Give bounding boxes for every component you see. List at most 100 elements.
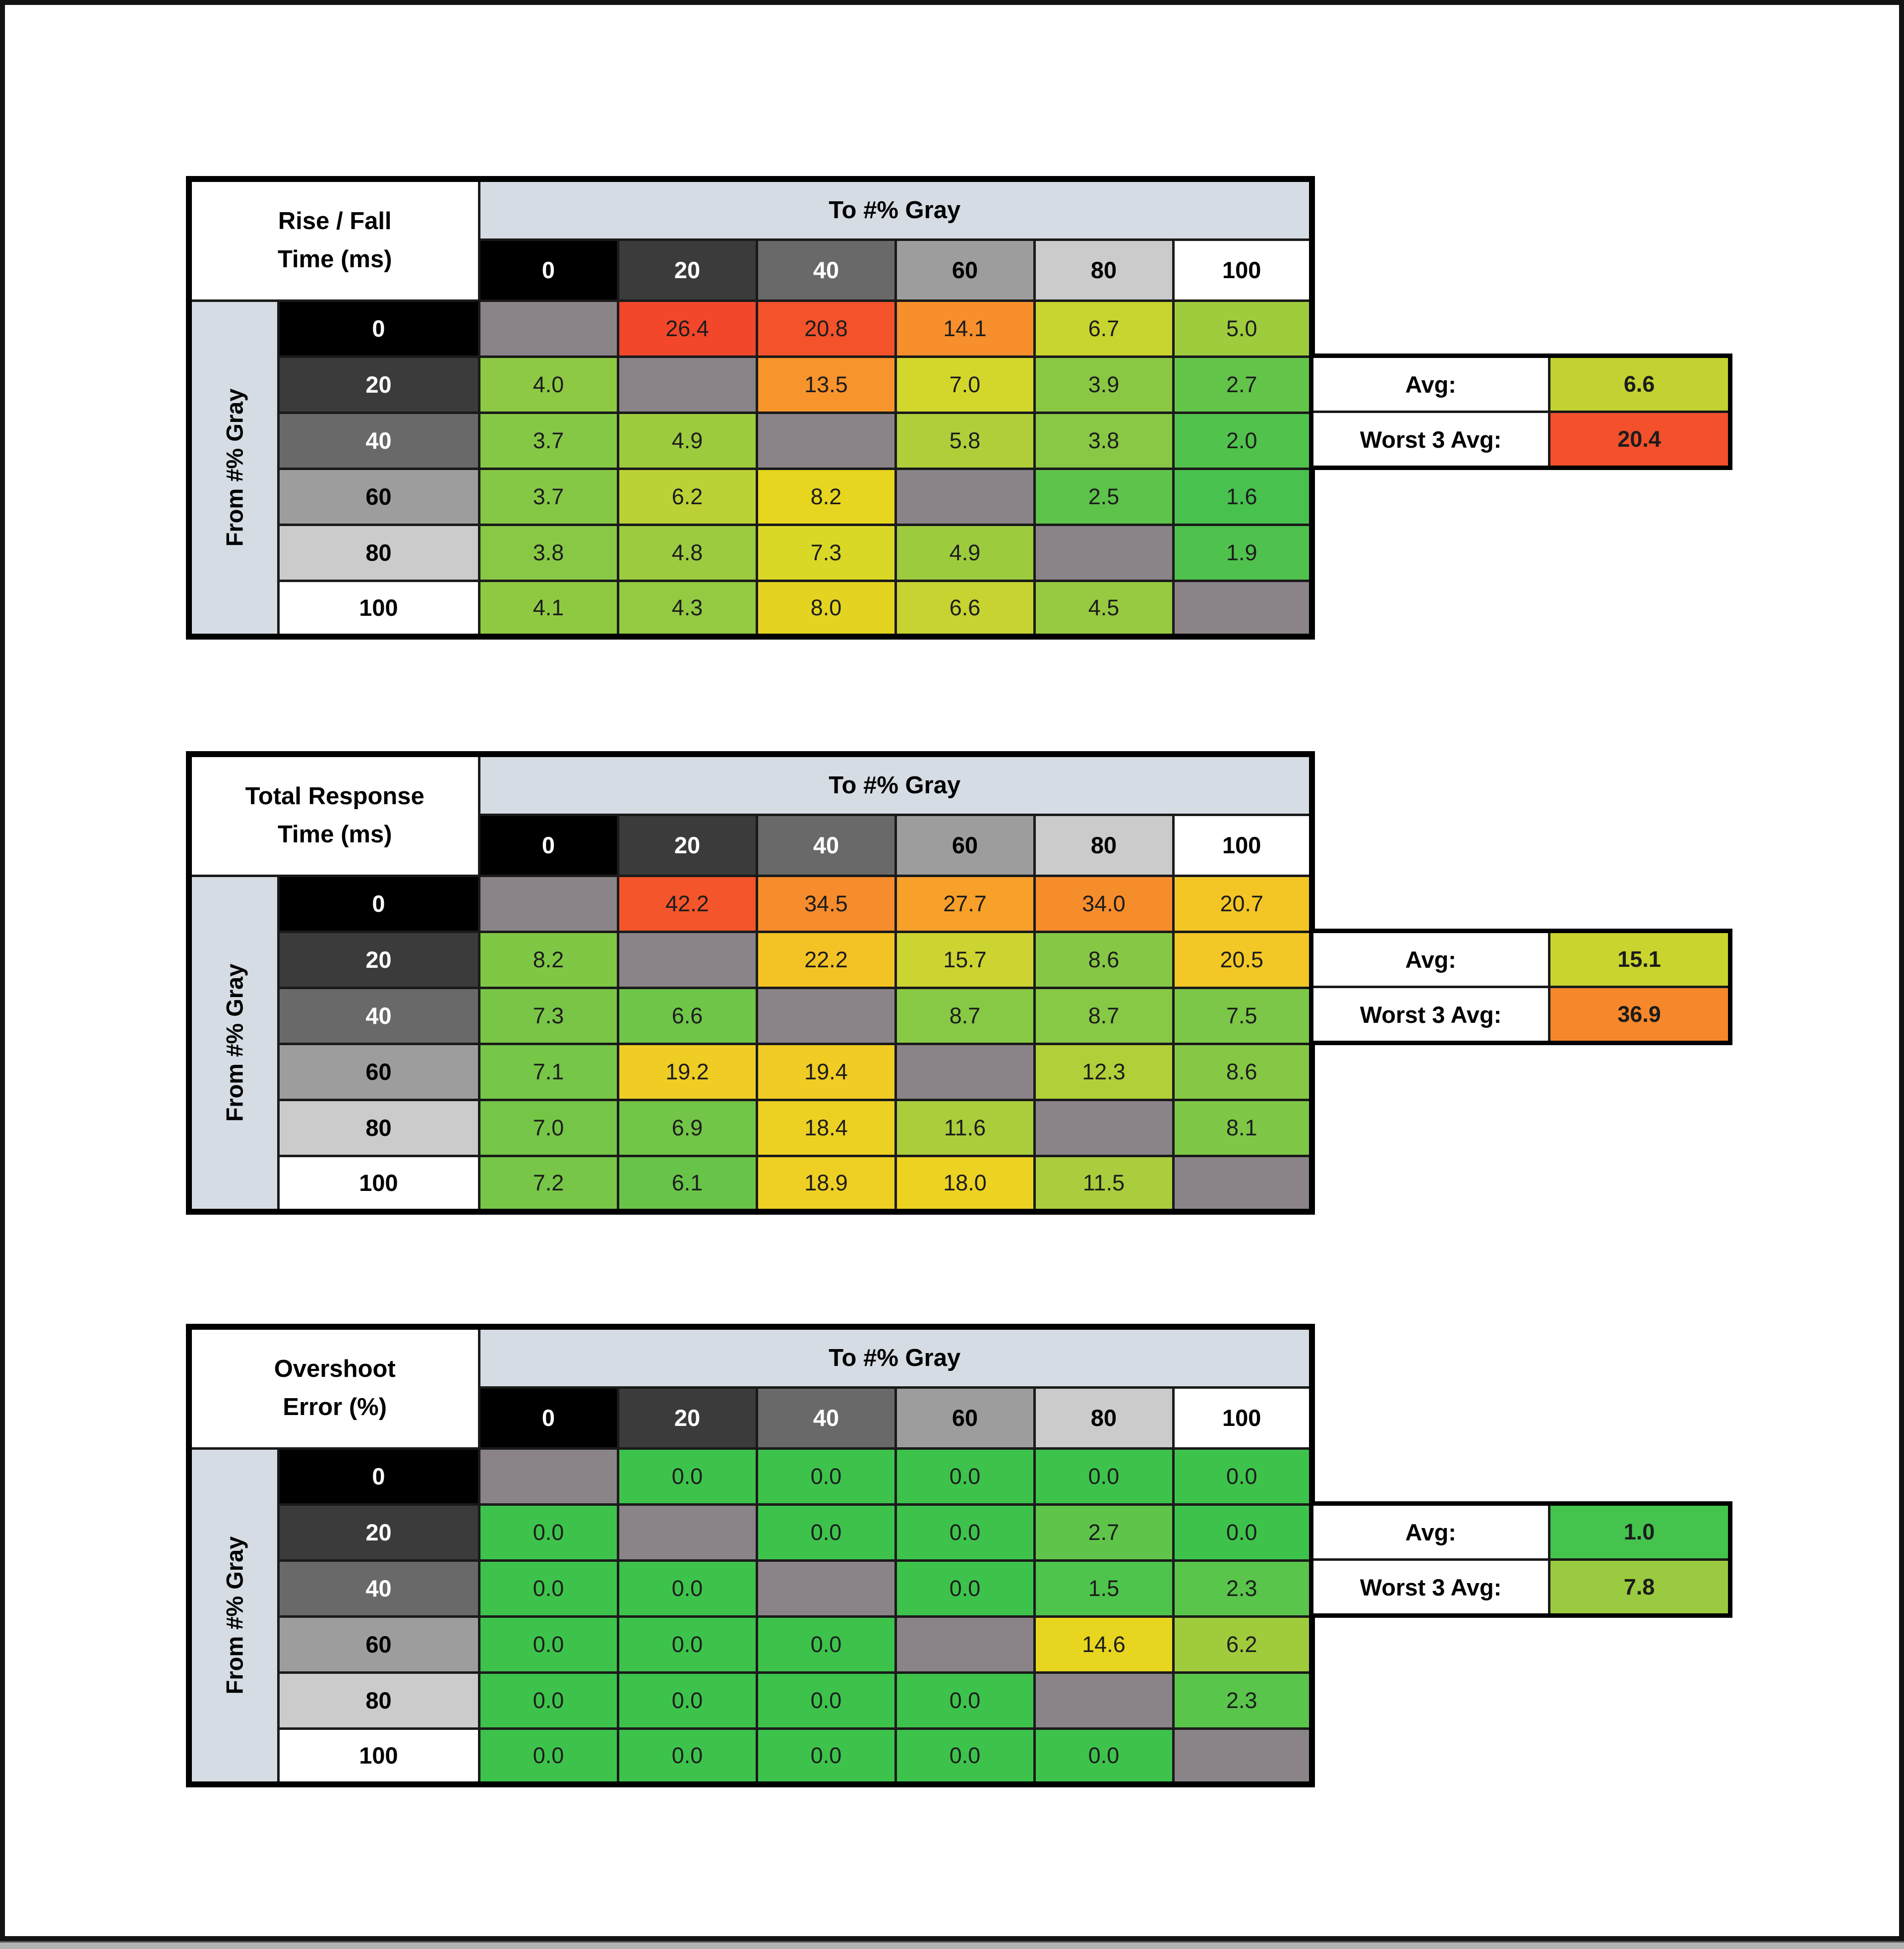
cell-from-80-to-80-diagonal — [1033, 1671, 1175, 1730]
total-response-table: Total Response Time (ms) To #% Gray 0 20 40 60… — [186, 751, 1315, 1215]
cell-from-60-to-100: 6.2 — [1172, 1615, 1313, 1674]
col-header-40: 40 — [755, 1386, 897, 1450]
cell-from-100-to-80: 11.5 — [1033, 1154, 1175, 1213]
col-header-20: 20 — [616, 1386, 758, 1450]
table-title-line: Overshoot — [274, 1356, 396, 1383]
cell-from-80-to-80-diagonal — [1033, 523, 1175, 582]
cell-from-60-to-80: 2.5 — [1033, 467, 1175, 526]
cell-from-60-to-60-diagonal — [894, 1615, 1036, 1674]
to-gray-header: To #% Gray — [477, 1325, 1313, 1389]
cell-from-60-to-100: 8.6 — [1172, 1042, 1313, 1101]
cell-from-80-to-20: 0.0 — [616, 1671, 758, 1730]
cell-from-0-to-80: 0.0 — [1033, 1447, 1175, 1506]
cell-from-20-to-20-diagonal — [616, 355, 758, 414]
cell-from-0-to-40: 0.0 — [755, 1447, 897, 1506]
worst3-value: 20.4 — [1548, 411, 1731, 469]
cell-from-100-to-0: 0.0 — [477, 1727, 619, 1786]
cell-from-0-to-0-diagonal — [477, 1447, 619, 1506]
cell-from-40-to-80: 8.7 — [1033, 986, 1175, 1045]
cell-from-40-to-40-diagonal — [755, 411, 897, 470]
total-response-table-summary: Avg: 15.1 Worst 3 Avg: 36.9 — [1309, 929, 1732, 1045]
col-header-0: 0 — [477, 1386, 619, 1450]
table-title-line: Error (%) — [283, 1394, 387, 1421]
row-header-100: 100 — [277, 1727, 480, 1786]
avg-label: Avg: — [1310, 354, 1550, 413]
col-header-100: 100 — [1172, 238, 1313, 302]
row-header-0: 0 — [277, 299, 480, 358]
cell-from-60-to-60-diagonal — [894, 467, 1036, 526]
cell-from-40-to-100: 2.0 — [1172, 411, 1313, 470]
cell-from-60-to-0: 7.1 — [477, 1042, 619, 1101]
row-header-60: 60 — [277, 1042, 480, 1101]
row-header-80: 80 — [277, 1671, 480, 1730]
cell-from-0-to-20: 26.4 — [616, 299, 758, 358]
from-gray-header-label: From #% Gray — [221, 963, 248, 1122]
row-header-0: 0 — [277, 874, 480, 933]
cell-from-40-to-0: 7.3 — [477, 986, 619, 1045]
cell-from-0-to-40: 20.8 — [755, 299, 897, 358]
cell-from-20-to-100: 2.7 — [1172, 355, 1313, 414]
cell-from-100-to-20: 4.3 — [616, 579, 758, 638]
col-header-80: 80 — [1033, 813, 1175, 877]
cell-from-100-to-20: 6.1 — [616, 1154, 758, 1213]
cell-from-40-to-20: 6.6 — [616, 986, 758, 1045]
cell-from-0-to-0-diagonal — [477, 874, 619, 933]
row-header-40: 40 — [277, 986, 480, 1045]
from-gray-header-label: From #% Gray — [221, 1536, 248, 1695]
table-title-line: Rise / Fall — [278, 208, 392, 235]
cell-from-80-to-60: 4.9 — [894, 523, 1036, 582]
window-bottom-scrollbar[interactable] — [0, 1941, 1904, 1949]
cell-from-0-to-60: 0.0 — [894, 1447, 1036, 1506]
col-header-20: 20 — [616, 238, 758, 302]
cell-from-0-to-40: 34.5 — [755, 874, 897, 933]
cell-from-20-to-0: 4.0 — [477, 355, 619, 414]
cell-from-40-to-20: 0.0 — [616, 1559, 758, 1618]
avg-label: Avg: — [1310, 1502, 1550, 1561]
cell-from-60-to-40: 0.0 — [755, 1615, 897, 1674]
cell-from-0-to-20: 42.2 — [616, 874, 758, 933]
col-header-80: 80 — [1033, 1386, 1175, 1450]
row-header-100: 100 — [277, 1154, 480, 1213]
col-header-40: 40 — [755, 813, 897, 877]
row-header-100: 100 — [277, 579, 480, 638]
cell-from-100-to-20: 0.0 — [616, 1727, 758, 1786]
cell-from-40-to-60: 0.0 — [894, 1559, 1036, 1618]
cell-from-20-to-20-diagonal — [616, 1503, 758, 1562]
cell-from-20-to-100: 20.5 — [1172, 930, 1313, 989]
cell-from-60-to-80: 12.3 — [1033, 1042, 1175, 1101]
rise-fall-table-summary: Avg: 6.6 Worst 3 Avg: 20.4 — [1309, 354, 1732, 470]
avg-label: Avg: — [1310, 930, 1550, 988]
cell-from-100-to-0: 4.1 — [477, 579, 619, 638]
table-title-line: Total Response — [245, 783, 424, 810]
worst3-label: Worst 3 Avg: — [1310, 1558, 1550, 1617]
from-gray-header-label: From #% Gray — [221, 388, 248, 547]
cell-from-40-to-0: 3.7 — [477, 411, 619, 470]
row-header-60: 60 — [277, 1615, 480, 1674]
cell-from-0-to-20: 0.0 — [616, 1447, 758, 1506]
cell-from-20-to-40: 13.5 — [755, 355, 897, 414]
cell-from-20-to-0: 0.0 — [477, 1503, 619, 1562]
cell-from-80-to-0: 3.8 — [477, 523, 619, 582]
worst3-value: 7.8 — [1548, 1558, 1731, 1617]
worst3-value: 36.9 — [1548, 986, 1731, 1044]
from-gray-header: From #% Gray — [187, 874, 280, 1213]
cell-from-80-to-40: 18.4 — [755, 1098, 897, 1157]
cell-from-20-to-20-diagonal — [616, 930, 758, 989]
cell-from-60-to-20: 0.0 — [616, 1615, 758, 1674]
row-header-40: 40 — [277, 411, 480, 470]
cell-from-40-to-20: 4.9 — [616, 411, 758, 470]
cell-from-60-to-20: 19.2 — [616, 1042, 758, 1101]
avg-value: 6.6 — [1548, 354, 1731, 413]
col-header-20: 20 — [616, 813, 758, 877]
table-title-line: Time (ms) — [277, 821, 392, 848]
cell-from-40-to-100: 7.5 — [1172, 986, 1313, 1045]
cell-from-80-to-40: 7.3 — [755, 523, 897, 582]
cell-from-40-to-80: 1.5 — [1033, 1559, 1175, 1618]
cell-from-80-to-60: 0.0 — [894, 1671, 1036, 1730]
cell-from-60-to-80: 14.6 — [1033, 1615, 1175, 1674]
cell-from-40-to-80: 3.8 — [1033, 411, 1175, 470]
col-header-60: 60 — [894, 813, 1036, 877]
cell-from-100-to-100-diagonal — [1172, 1154, 1313, 1213]
cell-from-40-to-60: 8.7 — [894, 986, 1036, 1045]
cell-from-100-to-80: 4.5 — [1033, 579, 1175, 638]
